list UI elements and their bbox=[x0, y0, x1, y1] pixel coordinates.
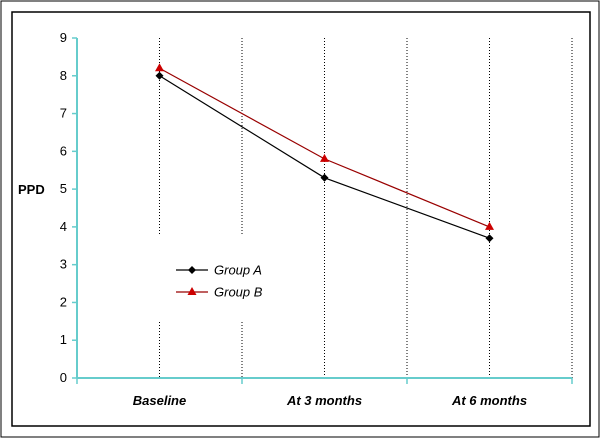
y-tick-label-3: 3 bbox=[60, 257, 67, 272]
y-tick-label-0: 0 bbox=[60, 370, 67, 385]
series-0-point-1 bbox=[320, 173, 329, 182]
series-layer bbox=[155, 63, 494, 243]
y-tick-label-5: 5 bbox=[60, 181, 67, 196]
legend-marker-1 bbox=[187, 287, 197, 295]
y-axis-label: PPD bbox=[18, 182, 45, 197]
legend-marker-0 bbox=[188, 266, 196, 274]
x-tick-label-0: Baseline bbox=[133, 393, 186, 408]
series-0-point-2 bbox=[485, 234, 494, 243]
y-tick-label-6: 6 bbox=[60, 143, 67, 158]
y-tick-label-1: 1 bbox=[60, 332, 67, 347]
x-tick-label-2: At 6 months bbox=[451, 393, 527, 408]
series-1-point-1 bbox=[320, 153, 329, 162]
legend-label-0: Group A bbox=[214, 263, 262, 278]
series-1-point-2 bbox=[485, 221, 494, 230]
plot-border bbox=[11, 11, 591, 427]
axis-layer: 0 1 2 3 4 5 6 7 8 9 Baseline At 3 months At 6 months bbox=[60, 30, 573, 408]
legend: Group A Group B bbox=[176, 263, 263, 300]
x-tick-label-1: At 3 months bbox=[286, 393, 362, 408]
y-tick-label-7: 7 bbox=[60, 106, 67, 121]
y-tick-label-4: 4 bbox=[60, 219, 67, 234]
y-tick-label-9: 9 bbox=[60, 30, 67, 45]
series-0-point-0 bbox=[155, 71, 164, 80]
series-1-point-0 bbox=[155, 63, 164, 72]
legend-label-1: Group B bbox=[214, 285, 263, 300]
grid-layer bbox=[159, 38, 573, 378]
y-tick-label-8: 8 bbox=[60, 68, 67, 83]
y-tick-label-2: 2 bbox=[60, 294, 67, 309]
